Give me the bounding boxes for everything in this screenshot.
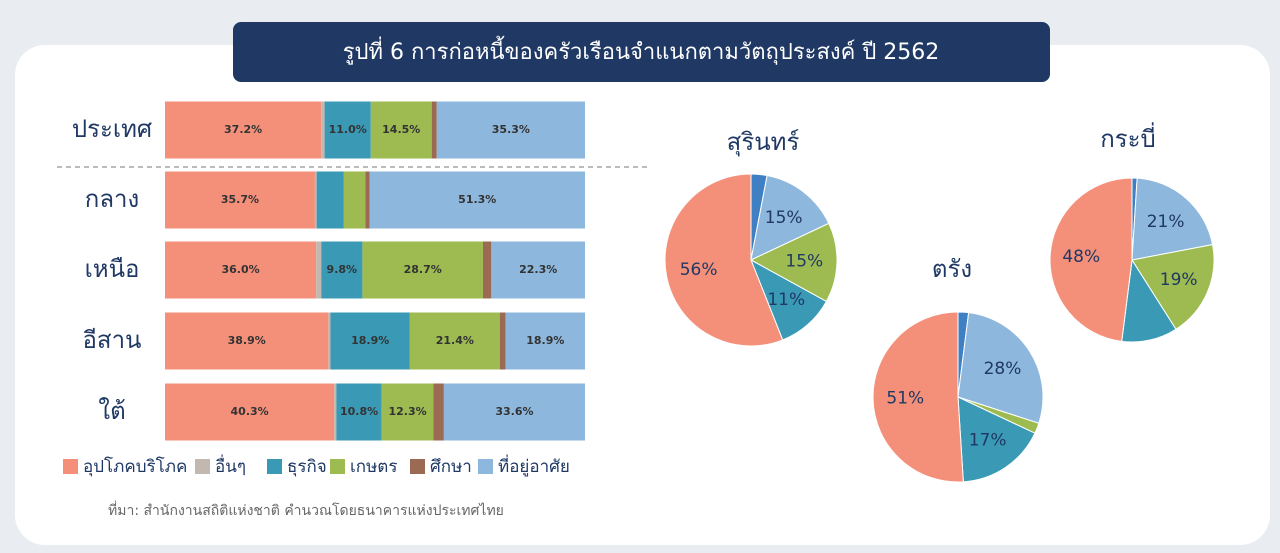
legend-swatch	[267, 459, 282, 474]
pie-label: 11%	[767, 290, 805, 310]
bar-segment	[491, 241, 585, 299]
pie-label: 19%	[1160, 270, 1198, 290]
value-label: 28.7%	[404, 263, 442, 276]
legend-label: เกษตร	[350, 457, 397, 477]
pie-label: 15%	[785, 252, 823, 272]
value-label: 35.7%	[221, 193, 259, 206]
pie-label: 51%	[886, 389, 924, 409]
pie-title: กระบี่	[1100, 122, 1156, 153]
title-banner	[233, 22, 1050, 82]
bar-segment	[336, 383, 382, 441]
pie-slice	[1131, 177, 1214, 261]
legend-swatch	[195, 459, 210, 474]
value-label: 18.9%	[351, 334, 389, 347]
pie-slice	[1131, 244, 1215, 330]
legend-swatch	[63, 459, 78, 474]
value-label: 37.2%	[224, 123, 262, 136]
legend-label: ธุรกิจ	[287, 457, 327, 477]
value-label: 10.8%	[340, 405, 378, 418]
bar-segment	[370, 101, 432, 159]
bar-segment	[321, 241, 363, 299]
bar-segment	[165, 241, 317, 299]
bar-segment	[321, 101, 325, 159]
pie-slice	[664, 173, 784, 347]
value-label: 18.9%	[526, 334, 564, 347]
bar-segment	[343, 171, 366, 229]
value-label: 11.0%	[329, 123, 367, 136]
value-label: 35.3%	[492, 123, 530, 136]
bar-segment	[381, 383, 434, 441]
bar-segment	[482, 241, 492, 299]
row-label: ประเทศ	[72, 115, 152, 143]
bar-segment	[431, 101, 437, 159]
bar-segment	[499, 312, 506, 370]
pie-slice	[1049, 177, 1133, 342]
bar-segment	[324, 101, 371, 159]
legend-label: ที่อยู่อาศัย	[498, 454, 570, 477]
bar-segment	[369, 171, 585, 229]
bar-segment	[433, 383, 444, 441]
value-label: 36.0%	[222, 263, 260, 276]
row-label: เหนือ	[85, 255, 140, 283]
value-label: 51.3%	[458, 193, 496, 206]
legend-label: อุปโภคบริโภค	[83, 456, 187, 477]
bar-segment	[165, 171, 315, 229]
legend-swatch	[330, 459, 345, 474]
legend-label: อื่นๆ	[215, 454, 246, 477]
bar-segment	[316, 171, 344, 229]
bar-segment	[165, 383, 335, 441]
value-label: 38.9%	[228, 334, 266, 347]
pie-slice	[872, 311, 964, 483]
pie-slice	[957, 312, 1044, 424]
row-label: อีสาน	[83, 326, 142, 354]
value-label: 14.5%	[382, 123, 420, 136]
row-label: ใต้	[98, 397, 125, 425]
value-label: 9.8%	[327, 263, 358, 276]
pie-label: 17%	[969, 431, 1007, 451]
bar-segment	[409, 312, 500, 370]
legend-label: ศึกษา	[430, 457, 472, 477]
bar-segment	[365, 171, 370, 229]
bar-segment	[330, 312, 410, 370]
pie-label: 48%	[1062, 247, 1100, 267]
pie-label: 15%	[765, 208, 803, 228]
bar-segment	[316, 241, 322, 299]
row-label: กลาง	[85, 185, 139, 213]
title: รูปที่ 6 การก่อหนี้ของครัวเรือนจำแนกตามว…	[343, 36, 940, 65]
bar-segment	[436, 101, 585, 159]
value-label: 12.3%	[388, 405, 426, 418]
pie-slice	[749, 222, 838, 303]
bar-segment	[334, 383, 337, 441]
value-label: 40.3%	[231, 405, 269, 418]
value-label: 21.4%	[436, 334, 474, 347]
bar-segment	[505, 312, 585, 370]
bar-segment	[362, 241, 483, 299]
legend-swatch	[410, 459, 425, 474]
pie-title: สุรินทร์	[727, 128, 800, 157]
value-label: 22.3%	[519, 263, 557, 276]
bar-segment	[443, 383, 585, 441]
pie-slice	[750, 174, 830, 261]
bar-segment	[328, 312, 331, 370]
pie-label: 56%	[680, 260, 718, 280]
bar-segment	[165, 101, 322, 159]
value-label: 33.6%	[495, 405, 533, 418]
source: ที่มา: สำนักงานสถิติแห่งชาติ คำนวณโดยธนา…	[108, 501, 504, 519]
pie-label: 21%	[1147, 212, 1185, 232]
legend-swatch	[478, 459, 493, 474]
pie-slice	[957, 396, 1036, 483]
pie-label: 28%	[984, 359, 1022, 379]
bar-segment	[165, 312, 329, 370]
bar-segment	[314, 171, 317, 229]
pie-title: ตรัง	[932, 255, 972, 283]
